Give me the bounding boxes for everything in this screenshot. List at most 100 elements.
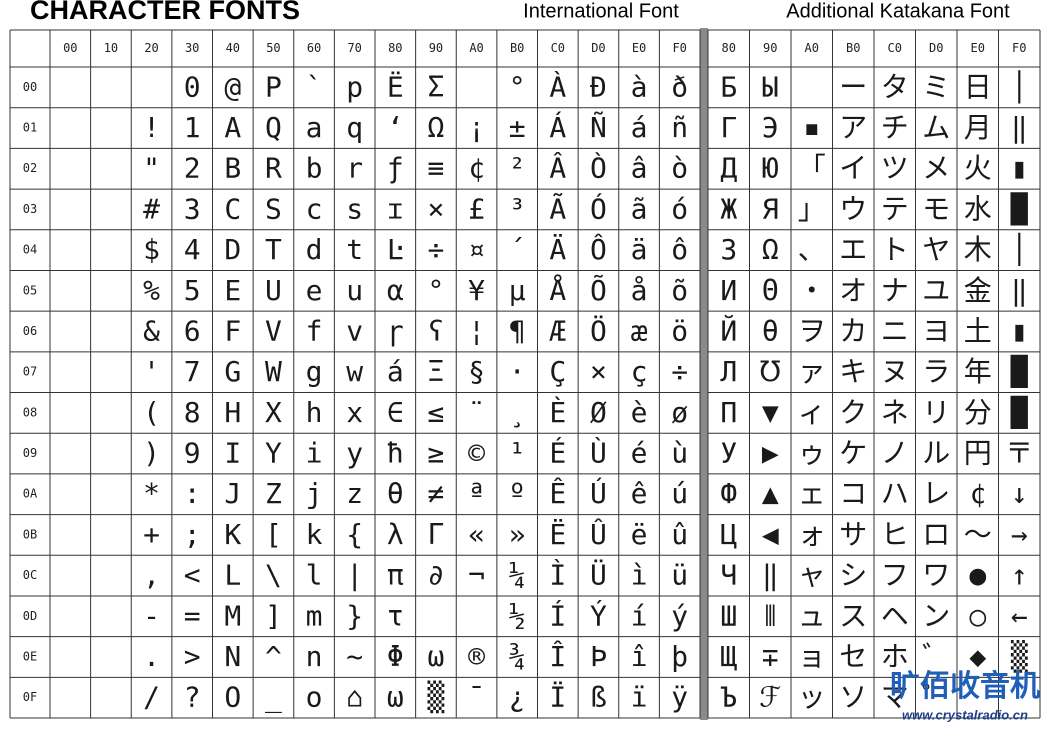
glyph: レ: [922, 477, 950, 510]
glyph: Ñ: [590, 110, 607, 144]
glyph: d: [306, 233, 323, 266]
glyph: ä: [631, 233, 648, 266]
glyph: キ: [839, 355, 867, 388]
glyph: タ: [881, 70, 909, 103]
glyph: ú: [671, 477, 688, 510]
glyph: ‖: [1011, 111, 1028, 144]
glyph: ¾: [509, 640, 526, 673]
glyph: ò: [671, 152, 688, 185]
glyph: イ: [839, 152, 867, 185]
glyph: サ: [839, 518, 867, 551]
glyph: エ: [839, 233, 867, 266]
glyph: │: [1011, 69, 1028, 103]
glyph: Ю: [762, 152, 779, 185]
glyph: x: [346, 396, 363, 429]
glyph: G: [224, 355, 241, 388]
glyph: ñ: [671, 111, 688, 144]
glyph: ¡: [468, 111, 485, 144]
glyph: Ý: [590, 598, 607, 632]
glyph: Ы: [762, 70, 779, 103]
column-label: E0: [971, 41, 985, 55]
glyph: Á: [549, 110, 566, 144]
glyph: ö: [671, 314, 688, 347]
glyph: ヌ: [881, 355, 909, 388]
glyph: A: [224, 111, 241, 144]
glyph: Ò: [590, 151, 607, 185]
glyph: マ: [881, 681, 909, 714]
column-label: D0: [929, 41, 943, 55]
glyph: Ê: [549, 476, 566, 510]
glyph: ³: [509, 192, 526, 225]
glyph: ʻ: [387, 111, 404, 144]
column-label: C0: [551, 41, 565, 55]
glyph: B: [224, 152, 241, 185]
glyph: O: [224, 681, 241, 714]
glyph: ▮: [1011, 152, 1028, 185]
glyph: │: [1011, 232, 1028, 266]
glyph: ´: [509, 233, 526, 266]
glyph: w: [346, 355, 363, 388]
glyph: Й: [720, 313, 737, 347]
glyph: ð: [671, 70, 688, 103]
glyph: e: [306, 274, 323, 307]
column-label: 60: [307, 41, 321, 55]
glyph: ħ: [387, 437, 404, 470]
glyph: θ: [762, 314, 779, 347]
glyph: Ф: [720, 477, 737, 510]
glyph: 4: [184, 233, 201, 266]
glyph: ɼ: [387, 314, 404, 347]
glyph: Ï: [549, 681, 566, 714]
glyph: ¼: [509, 559, 526, 592]
glyph: K: [224, 518, 241, 551]
glyph: モ: [922, 192, 950, 225]
glyph: ゜: [922, 681, 950, 714]
glyph: ∓: [762, 640, 779, 673]
glyph: %: [143, 274, 160, 307]
glyph: ョ: [798, 640, 826, 673]
glyph: Ä: [549, 233, 566, 266]
column-label: D0: [591, 41, 605, 55]
glyph: Ó: [590, 191, 607, 225]
glyph: ▶: [762, 437, 779, 470]
glyph: ): [143, 437, 160, 470]
glyph: 5: [184, 274, 201, 307]
glyph: ワ: [922, 559, 950, 592]
glyph: 火: [964, 152, 992, 185]
glyph: a: [306, 111, 323, 144]
glyph: F: [224, 314, 241, 347]
row-label: 06: [23, 324, 37, 338]
column-label: 80: [722, 41, 736, 55]
glyph: ï: [631, 681, 648, 714]
glyph: ▒: [428, 680, 445, 714]
glyph: ル: [922, 437, 950, 470]
glyph: ユ: [922, 274, 950, 307]
glyph: I: [224, 437, 241, 470]
glyph: ç: [631, 355, 648, 388]
glyph: ロ: [922, 518, 950, 551]
row-label: 09: [23, 446, 37, 460]
glyph: =: [184, 599, 201, 632]
glyph: C: [224, 192, 241, 225]
glyph: α: [387, 274, 404, 307]
glyph: チ: [881, 111, 909, 144]
glyph: 1: [184, 111, 201, 144]
column-label: B0: [510, 41, 524, 55]
glyph: Я: [762, 192, 779, 225]
column-label: E0: [632, 41, 646, 55]
column-label: 90: [763, 41, 777, 55]
glyph: 9: [184, 437, 201, 470]
glyph: ª: [468, 477, 485, 510]
glyph: }: [346, 599, 363, 632]
glyph: H: [224, 396, 241, 429]
glyph: Ч: [720, 559, 737, 592]
column-label: B0: [846, 41, 860, 55]
glyph: ¿: [509, 681, 526, 714]
glyph: ▼: [762, 396, 779, 429]
glyph: Ù: [590, 436, 607, 470]
glyph: {: [346, 518, 363, 551]
glyph: ソ: [839, 681, 867, 714]
glyph: [: [265, 518, 282, 551]
glyph: ≤: [428, 396, 445, 429]
row-label: 00: [23, 80, 37, 94]
